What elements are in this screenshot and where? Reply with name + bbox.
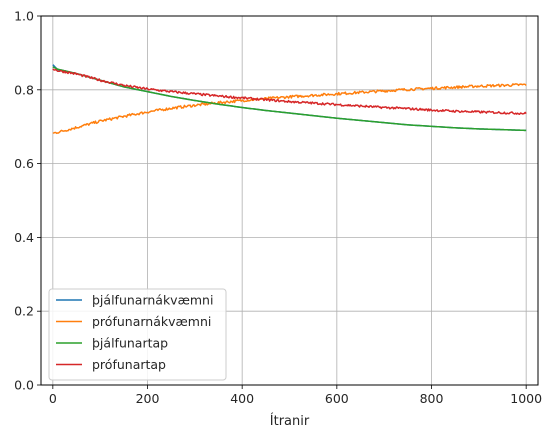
legend-entry-label: prófunartap <box>92 357 166 372</box>
x-tick-label: 800 <box>420 391 444 406</box>
series-line <box>52 83 527 135</box>
y-tick-label: 0.2 <box>14 304 34 319</box>
y-tick-label: 0.4 <box>14 230 34 245</box>
legend-box <box>48 288 227 381</box>
legend: þjálfunarnákvæmni prófunarnákvæmni þjálfun… <box>48 288 227 381</box>
legend-entry-label: prófunarnákvæmni <box>92 314 211 329</box>
plot-frame <box>40 15 539 386</box>
series-layer <box>52 64 527 135</box>
legend-entry-label: þjálfunarnákvæmni <box>92 293 213 308</box>
x-axis-label: Ítranir <box>270 413 310 429</box>
y-tick-label: 0.0 <box>14 378 34 393</box>
x-tick-label: 600 <box>325 391 349 406</box>
series-line <box>52 68 527 116</box>
y-tick-label: 0.8 <box>14 82 34 97</box>
x-tick-label: 400 <box>230 391 254 406</box>
x-tick-label: 1000 <box>510 391 542 406</box>
y-tick-label: 1.0 <box>14 9 34 24</box>
x-tick-label: 200 <box>136 391 160 406</box>
y-tick-label: 0.6 <box>14 156 34 171</box>
legend-entry-label: þjálfunartap <box>92 336 168 351</box>
ticks: 0 200 400 600 800 1000 0.0 0.2 0.4 0.6 0.8 1.0 <box>14 9 542 407</box>
x-tick-label: 0 <box>49 391 57 406</box>
series-line <box>52 66 527 132</box>
